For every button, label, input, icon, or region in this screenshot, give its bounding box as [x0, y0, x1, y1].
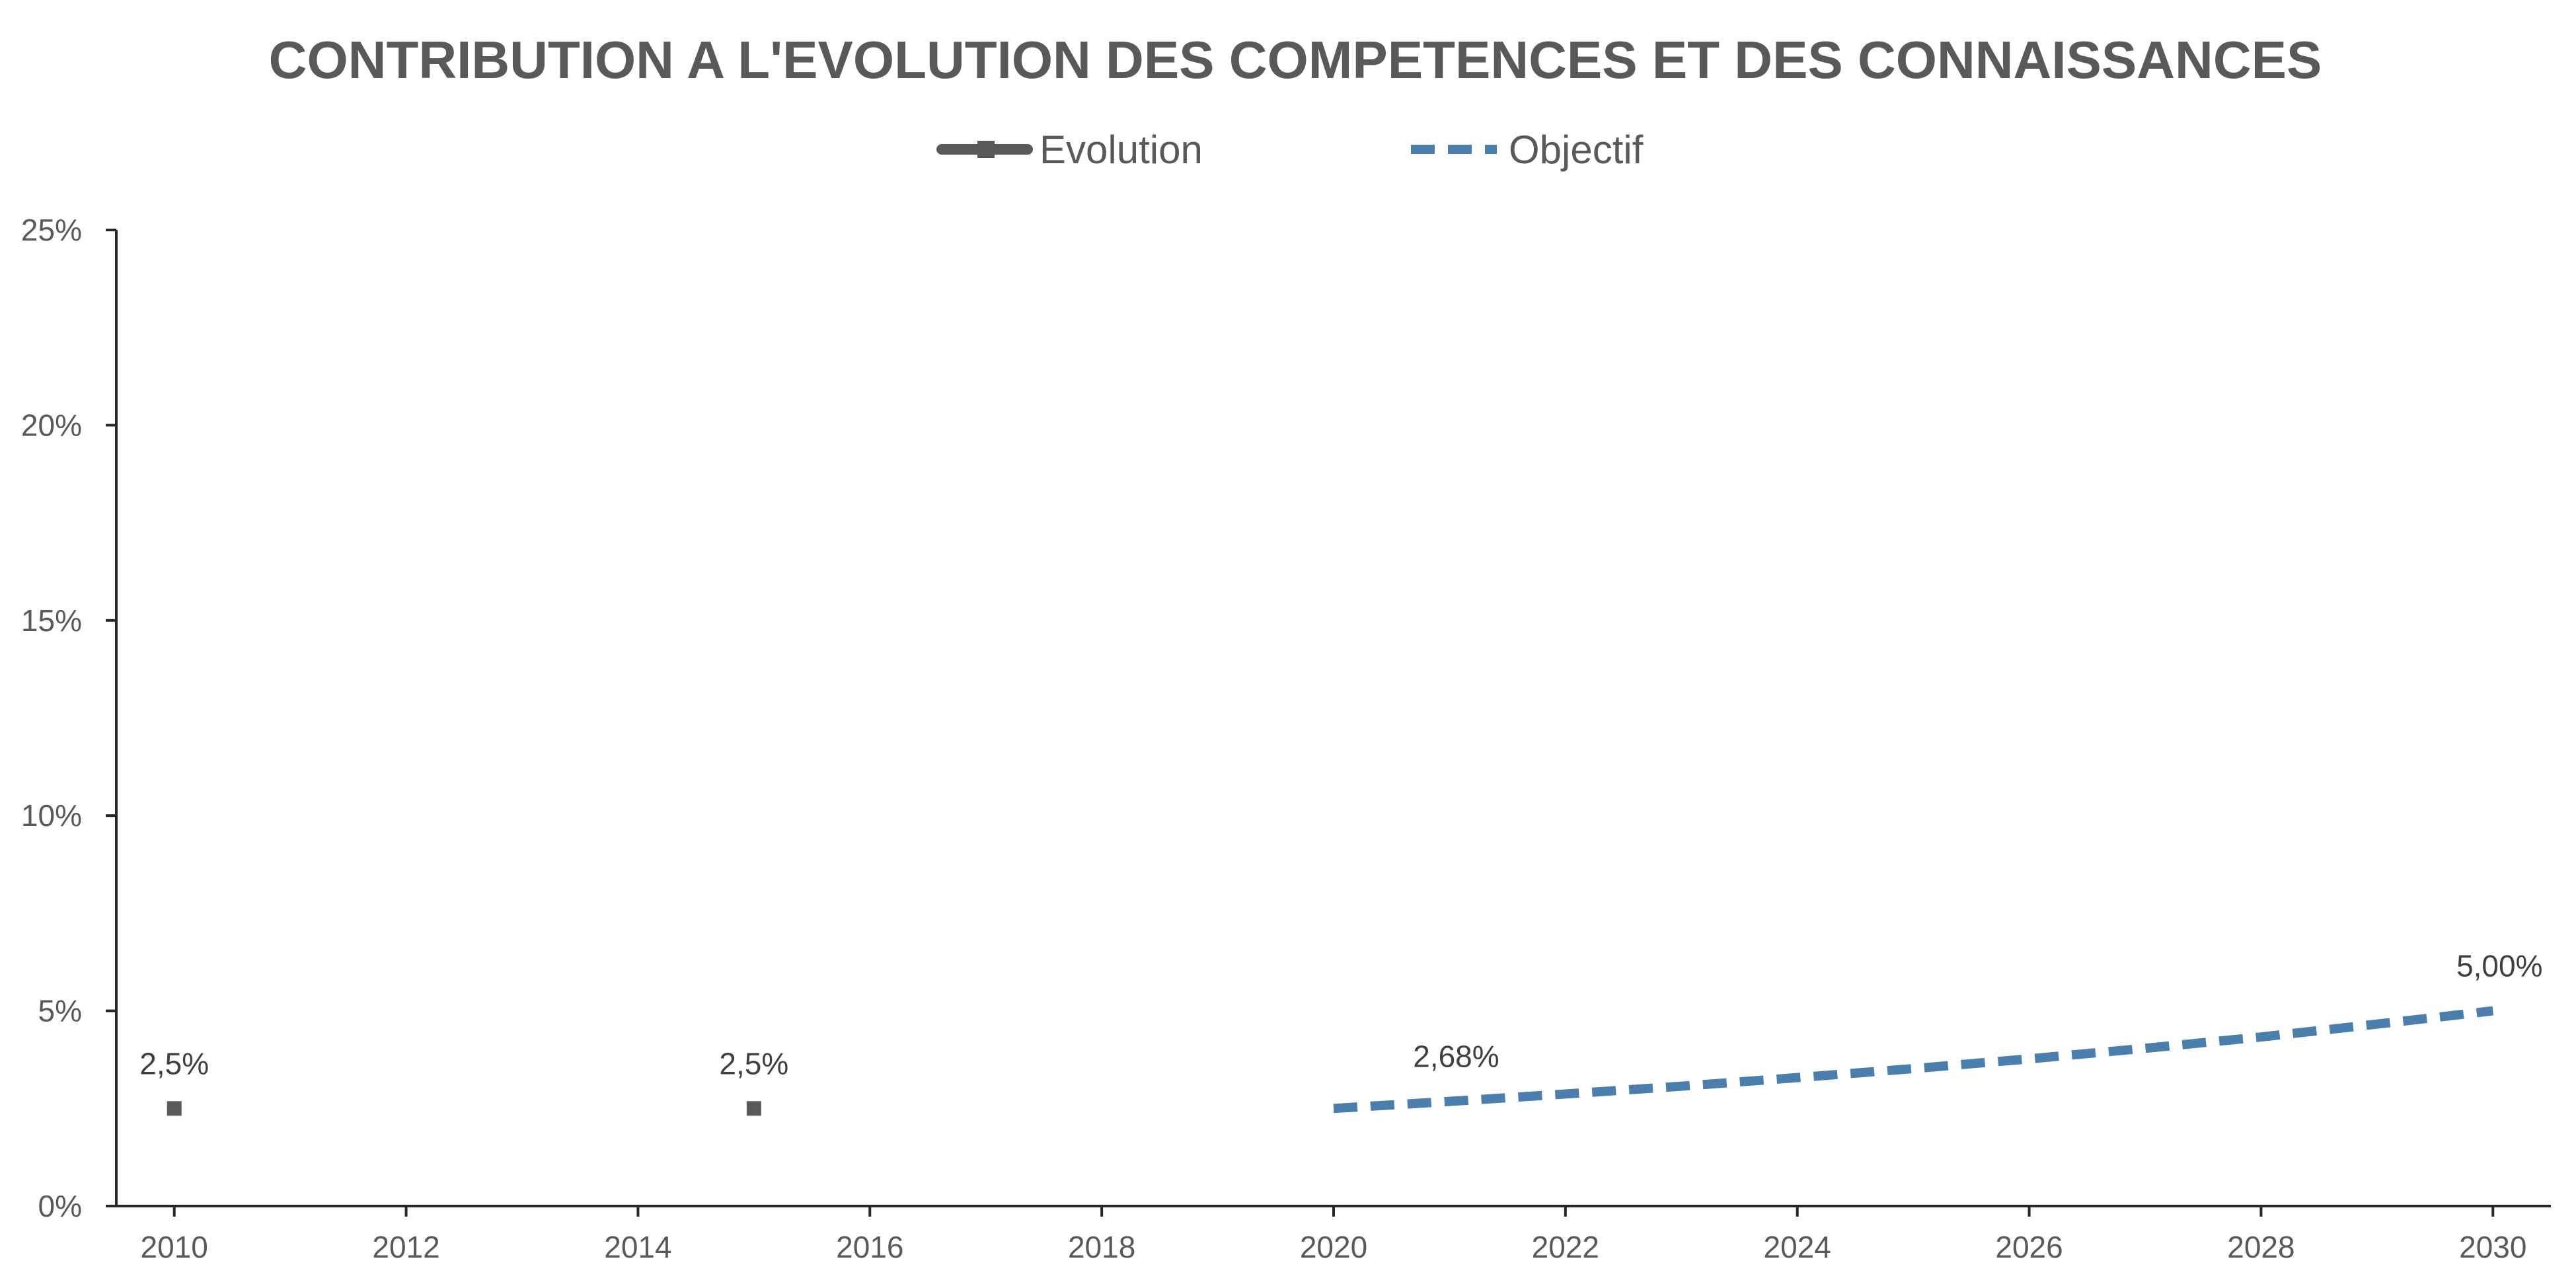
x-tick-label: 2012	[372, 1230, 439, 1264]
y-tick-label: 0%	[38, 1189, 82, 1223]
y-tick-label: 20%	[21, 408, 82, 442]
y-tick-label: 10%	[21, 798, 82, 833]
x-tick-label: 2026	[1995, 1230, 2063, 1264]
chart-title: CONTRIBUTION A L'EVOLUTION DES COMPETENC…	[269, 30, 2322, 89]
y-tick-label: 25%	[21, 213, 82, 247]
y-tick-label: 15%	[21, 603, 82, 638]
data-label: 2,5%	[139, 1046, 209, 1080]
data-label: 2,5%	[719, 1046, 788, 1080]
y-tick-label: 5%	[38, 994, 82, 1028]
x-tick-label: 2024	[1764, 1230, 1831, 1264]
series-evolution	[167, 1101, 761, 1116]
series-layer	[167, 1006, 2494, 1116]
legend-label: Objectif	[1509, 128, 1644, 172]
legend-label: Evolution	[1040, 128, 1203, 172]
x-tick-label: 2014	[604, 1230, 671, 1264]
data-label: 5,00%	[2456, 949, 2542, 983]
x-tick-label: 2016	[836, 1230, 903, 1264]
x-tick-label: 2010	[141, 1230, 208, 1264]
series-line	[1333, 1006, 2494, 1114]
x-tick-label: 2018	[1068, 1230, 1135, 1264]
x-tick-label: 2020	[1300, 1230, 1367, 1264]
x-tick-label: 2022	[1532, 1230, 1599, 1264]
data-label: 2,68%	[1413, 1040, 1499, 1074]
legend: Evolution Objectif	[936, 128, 1644, 172]
series-objectif	[1333, 1006, 2494, 1114]
x-tick-label: 2030	[2459, 1230, 2526, 1264]
data-labels: 2,5% 2,5% 2,68% 5,00%	[139, 949, 2542, 1081]
legend-marker	[977, 141, 995, 158]
legend-item-objectif: Objectif	[1411, 128, 1644, 172]
axes: 0% 5% 10% 15% 20% 25% 2010 2012 2014 2016 2018 2020…	[21, 213, 2551, 1264]
legend-item-evolution: Evolution	[936, 128, 1203, 172]
x-tick-label: 2028	[2227, 1230, 2294, 1264]
data-point	[167, 1101, 182, 1116]
data-point	[746, 1101, 761, 1116]
